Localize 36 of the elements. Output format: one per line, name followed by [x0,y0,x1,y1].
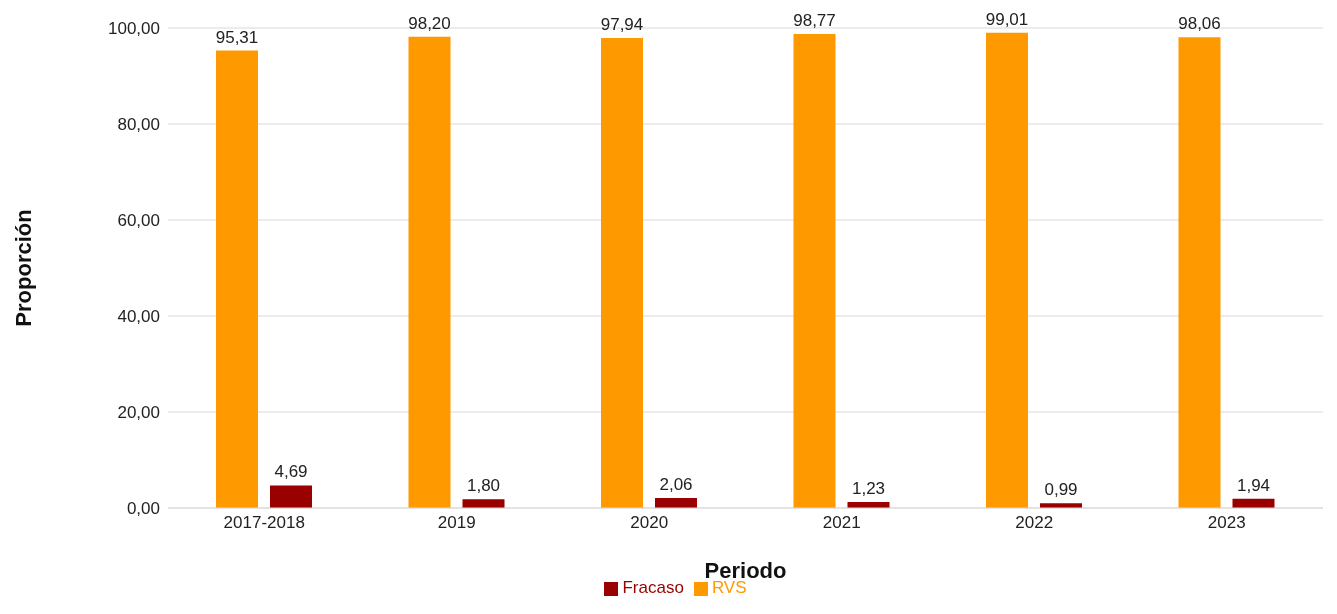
x-tick-label: 2017-2018 [223,513,305,533]
y-axis-title: Proporción [10,209,36,327]
y-tick-label: 20,00 [117,403,160,423]
y-tick-label: 0,00 [126,499,160,519]
y-tick-label: 60,00 [117,211,160,231]
bar [462,499,505,508]
y-tick-label: 100,00 [108,19,160,39]
data-label: 97,94 [600,14,644,34]
data-label: 1,23 [851,479,886,499]
legend-label: Fracaso [622,578,684,597]
x-tick-label: 2023 [1207,513,1246,533]
bar [986,32,1028,508]
bar [270,485,312,508]
data-label: 98,06 [1178,14,1221,34]
x-tick-label: 2019 [437,513,476,533]
bar [408,36,451,508]
data-label: 95,31 [215,27,259,47]
y-tick-label: 40,00 [117,307,160,327]
data-label: 1,94 [1236,475,1271,495]
data-label: 98,77 [793,10,836,30]
data-label: 0,99 [1044,480,1078,500]
bar [655,498,697,508]
bar [216,50,258,508]
data-label: 98,20 [408,13,451,33]
bar [1178,37,1221,508]
bar [601,37,643,508]
data-label: 1,80 [466,476,501,496]
data-label: 99,01 [985,9,1029,29]
data-label: 2,06 [659,475,693,495]
bar [793,33,836,508]
data-label: 4,69 [274,462,308,482]
x-tick-label: 2021 [822,513,861,533]
x-tick-label: 2022 [1015,513,1054,533]
y-tick-label: 80,00 [117,115,160,135]
x-tick-label: 2020 [630,513,669,533]
legend-label: RVS [711,578,747,597]
